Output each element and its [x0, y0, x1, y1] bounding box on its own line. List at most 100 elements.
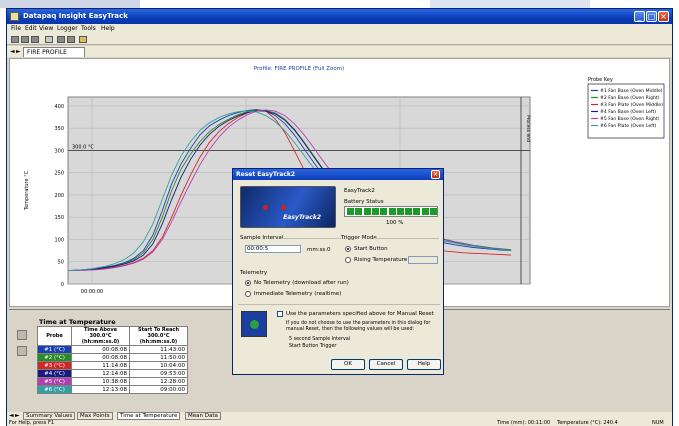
- no-telemetry-label: No Telemetry (download after run): [254, 280, 349, 286]
- battery-segment: [380, 208, 388, 215]
- tab-nav-left-icon[interactable]: ◄: [10, 48, 15, 55]
- battery-segment: [396, 208, 404, 215]
- cancel-button[interactable]: Cancel: [369, 359, 403, 370]
- col-time-above: Time Above 300.0°C (hh:mm:ss.0): [71, 326, 130, 346]
- btab-nav-right-icon[interactable]: ►: [15, 412, 20, 419]
- table-row: #4 (°C) 12:14:08 09:53:00: [37, 369, 188, 378]
- trigger-start-radio[interactable]: [345, 246, 351, 252]
- save-icon[interactable]: [21, 36, 29, 43]
- open-icon[interactable]: [11, 36, 19, 43]
- info-text: If you do not choose to use the paramete…: [286, 321, 431, 332]
- battery-segment: [421, 208, 429, 215]
- reset-icon[interactable]: [67, 36, 75, 43]
- time-above-cell: 00:08:08: [71, 353, 130, 362]
- default-interval: 5 second Sample Interval: [289, 337, 351, 342]
- maximize-button[interactable]: □: [646, 11, 657, 22]
- menu-file[interactable]: File: [11, 25, 22, 32]
- table-row: #6 (°C) 12:13:08 09:00:00: [37, 385, 188, 394]
- legend-entry: #4 Fan Base (Oven Left): [600, 109, 656, 115]
- time-above-cell: 12:14:08: [71, 369, 130, 378]
- toolbar: [7, 34, 672, 45]
- logger-icon[interactable]: [45, 36, 53, 43]
- use-params-label: Use the parameters specified above for M…: [286, 311, 434, 317]
- menu-bar: File Edit View Logger Tools Help: [7, 24, 672, 34]
- close-button[interactable]: ×: [658, 11, 669, 22]
- y-tick-label: 150: [54, 215, 64, 221]
- battery-segment: [355, 208, 363, 215]
- status-time: Time (mm): 00:11:00: [497, 420, 551, 426]
- x-tick-label: 00:00:00: [81, 289, 103, 295]
- menu-edit[interactable]: Edit: [25, 25, 37, 32]
- immediate-telemetry-radio[interactable]: [245, 291, 251, 297]
- device-label: EasyTrack2: [344, 188, 375, 194]
- start-reach-cell: 10:04:00: [129, 361, 188, 370]
- tab-max-points[interactable]: Max Points: [77, 412, 113, 420]
- app-icon: [10, 12, 19, 21]
- battery-segment: [347, 208, 354, 215]
- probe-cell: #4 (°C): [37, 369, 72, 378]
- menu-view[interactable]: View: [39, 25, 54, 32]
- legend-box: [587, 83, 665, 139]
- y-tick-label: 50: [58, 260, 64, 266]
- y-axis-label: Temperature °C: [24, 170, 30, 211]
- sample-interval-input[interactable]: 00:00:5: [245, 245, 301, 253]
- menu-logger[interactable]: Logger: [57, 25, 78, 32]
- tab-fire-profile[interactable]: FIRE PROFILE: [23, 47, 85, 57]
- dialog-close-button[interactable]: ×: [431, 170, 440, 179]
- table-row: #2 (°C) 00:08:08 11:50:00: [37, 353, 188, 362]
- rising-temp-input[interactable]: [408, 256, 438, 264]
- settings-icon[interactable]: [17, 330, 27, 340]
- time-above-cell: 11:14:08: [71, 361, 130, 370]
- y-tick-label: 250: [54, 171, 64, 177]
- dialog-title: Reset EasyTrack2: [233, 169, 443, 180]
- y-tick-label: 350: [54, 126, 64, 132]
- no-telemetry-radio[interactable]: [245, 280, 251, 286]
- download-icon[interactable]: [57, 36, 65, 43]
- battery-pct: 100 %: [386, 220, 404, 226]
- tab-summary-values[interactable]: Summary Values: [23, 412, 76, 420]
- immediate-telemetry-label: Immediate Telemetry (realtime): [254, 291, 342, 297]
- menu-tools[interactable]: Tools: [81, 25, 96, 32]
- table-row: #5 (°C) 10:38:08 12:28:00: [37, 377, 188, 386]
- time-above-cell: 00:08:08: [71, 345, 130, 354]
- logger-device-image: EasyTrack2: [240, 186, 336, 228]
- window-title: Datapaq Insight EasyTrack: [23, 12, 128, 20]
- status-bar: For Help, press F1 Time (mm): 00:11:00 T…: [7, 420, 672, 426]
- battery-segment: [371, 208, 379, 215]
- legend-entry: #3 Fan Plate (Oven Middle): [600, 102, 663, 108]
- top-strip: [0, 0, 679, 8]
- profile-tabstrip: ◄ ► FIRE PROFILE: [7, 46, 672, 57]
- minimize-button[interactable]: _: [634, 11, 645, 22]
- help-button[interactable]: Help: [407, 359, 441, 370]
- btab-nav-left-icon[interactable]: ◄: [9, 412, 14, 419]
- menu-help[interactable]: Help: [101, 25, 115, 32]
- report-icon[interactable]: [17, 346, 27, 356]
- tab-time-at-temperature[interactable]: Time at Temperature: [117, 412, 181, 420]
- trigger-mode-label: Trigger Mode: [341, 235, 377, 241]
- print-icon[interactable]: [31, 36, 39, 43]
- tab-mean-data[interactable]: Mean Data: [185, 412, 221, 420]
- y-tick-label: 200: [54, 193, 64, 199]
- tot-title: Time at Temperature: [39, 318, 116, 326]
- probe-cell: #6 (°C): [37, 385, 72, 394]
- device-image-label: EasyTrack2: [283, 214, 321, 221]
- y-tick-label: 300: [54, 148, 64, 154]
- threshold-label: 300.0 °C: [72, 144, 94, 150]
- divider: [373, 238, 439, 239]
- battery-segment: [405, 208, 413, 215]
- legend-entry: #2 Fan Base (Oven Right): [600, 95, 660, 101]
- time-above-cell: 10:38:08: [71, 377, 130, 386]
- ok-button[interactable]: OK: [331, 359, 365, 370]
- trigger-start-label: Start Button: [354, 246, 388, 252]
- tab-nav-right-icon[interactable]: ►: [16, 48, 21, 55]
- status-temp: Temperature (°C): 240.4: [557, 420, 618, 426]
- legend-entry: #1 Fan Base (Oven Middle): [600, 88, 663, 94]
- tot-table: Probe Time Above 300.0°C (hh:mm:ss.0) St…: [37, 326, 188, 394]
- time-above-cell: 12:13:08: [71, 385, 130, 394]
- col-start-reach: Start To Reach 300.0°C (hh:mm:ss.0): [129, 326, 188, 346]
- device-led: [281, 205, 286, 210]
- use-params-checkbox[interactable]: [277, 311, 283, 317]
- trigger-rising-radio[interactable]: [345, 257, 351, 263]
- help-icon[interactable]: [79, 36, 87, 43]
- manual-reset-icon: [241, 311, 267, 337]
